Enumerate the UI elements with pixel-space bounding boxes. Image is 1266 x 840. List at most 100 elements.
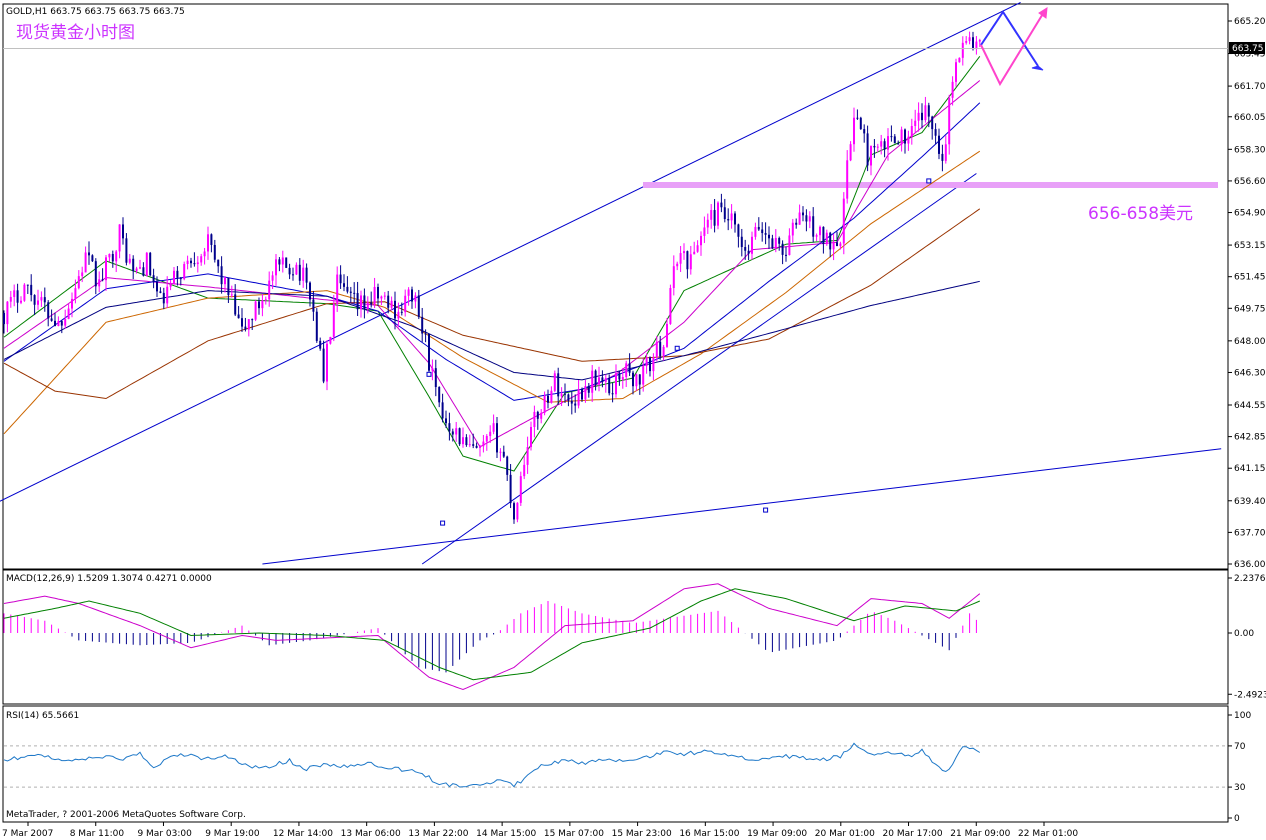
candle-body	[618, 373, 621, 380]
candle-body	[244, 326, 247, 330]
candle	[91, 254, 94, 262]
candle-body	[234, 294, 237, 315]
candle-body	[13, 290, 16, 297]
channel-line-2	[421, 173, 977, 565]
candle	[883, 138, 886, 158]
candle-body	[237, 314, 240, 319]
candle	[836, 231, 838, 247]
candle-body	[944, 144, 947, 161]
candle-body	[159, 291, 162, 293]
candle	[635, 373, 638, 391]
candle	[615, 364, 617, 398]
candles	[3, 31, 981, 524]
rsi-title: RSI(14) 65.5661	[6, 711, 79, 721]
macd-panel-frame	[2, 569, 1229, 705]
candle-body	[57, 321, 60, 326]
candle	[3, 310, 5, 334]
candle-body	[482, 441, 485, 447]
candle	[281, 250, 284, 273]
candle-body	[560, 393, 563, 397]
candle	[972, 31, 974, 51]
support-zone-label: 656-658美元	[1088, 204, 1193, 224]
candle-body	[829, 232, 832, 250]
candle	[203, 247, 206, 265]
candle	[574, 394, 577, 413]
candle-body	[931, 116, 934, 130]
candle-body	[213, 244, 216, 260]
candle	[152, 268, 155, 289]
price-tick-label: 648.00	[1234, 337, 1266, 347]
candle	[108, 253, 111, 262]
candle	[169, 280, 172, 291]
candle-body	[625, 363, 628, 377]
candle	[642, 358, 645, 392]
candle	[734, 211, 736, 233]
candle	[774, 229, 777, 253]
candle-body	[105, 257, 107, 281]
candle-body	[581, 389, 583, 400]
candle-body	[404, 295, 407, 313]
candle	[118, 224, 121, 259]
candle-body	[836, 242, 838, 247]
candle-body	[166, 286, 169, 304]
candle-body	[54, 320, 56, 326]
macd-histogram	[3, 601, 977, 673]
candle-body	[839, 243, 842, 247]
candle-body	[842, 198, 845, 244]
candle-body	[489, 431, 492, 437]
candle	[247, 319, 250, 337]
candle-body	[747, 250, 750, 254]
candle	[625, 360, 628, 387]
candle-body	[332, 303, 335, 337]
candle-body	[594, 370, 597, 385]
candle	[594, 369, 597, 391]
candle	[411, 286, 413, 309]
candle-body	[530, 426, 532, 448]
candle	[754, 222, 757, 240]
candle	[771, 234, 774, 249]
candle	[904, 128, 906, 154]
candle-body	[567, 394, 570, 401]
anchor-marker	[763, 507, 769, 513]
candle-body	[139, 267, 141, 269]
candle-body	[315, 311, 318, 341]
candle-body	[788, 235, 791, 256]
price-tick-label: 665.20	[1234, 17, 1266, 27]
candle	[683, 243, 685, 260]
candle	[428, 333, 430, 376]
candle-body	[655, 341, 658, 358]
candle-body	[934, 129, 937, 136]
candle-body	[451, 431, 454, 435]
candle-body	[428, 333, 430, 371]
channel-anchor-markers	[426, 178, 932, 526]
price-tick-label: 651.45	[1234, 273, 1266, 283]
candle	[397, 302, 400, 328]
candle	[652, 353, 655, 381]
candle-body	[968, 37, 971, 42]
candle-body	[883, 141, 886, 150]
candle-body	[186, 260, 189, 264]
candle	[846, 150, 849, 204]
candle-body	[71, 298, 73, 309]
candle	[978, 38, 981, 47]
price-tick-label: 660.05	[1234, 113, 1266, 123]
candle	[200, 253, 203, 266]
candle	[706, 213, 709, 234]
candle-body	[873, 145, 876, 148]
candle-body	[26, 284, 29, 286]
candle-body	[635, 374, 638, 387]
candle-body	[421, 316, 424, 334]
candle-body	[77, 276, 80, 289]
candle-body	[778, 238, 781, 244]
candle	[829, 231, 832, 258]
candle	[67, 303, 70, 320]
candle-body	[523, 464, 526, 477]
candle-body	[822, 226, 825, 245]
candle	[778, 236, 781, 251]
candle	[472, 433, 475, 449]
candle-body	[264, 299, 267, 301]
candle-body	[536, 411, 539, 419]
candle	[210, 233, 213, 253]
candle	[230, 285, 233, 298]
candle-body	[397, 311, 400, 319]
